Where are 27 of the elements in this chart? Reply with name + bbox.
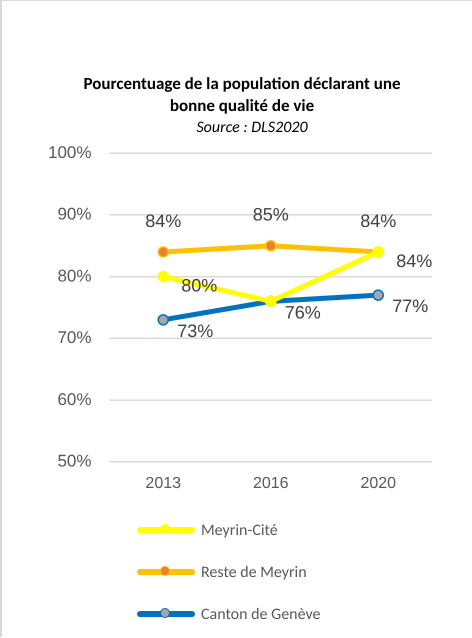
data-label: 84%	[360, 210, 396, 231]
x-tick-label: 2020	[360, 474, 396, 492]
y-tick-label: 70%	[57, 328, 92, 348]
y-tick-label: 50%	[57, 451, 92, 470]
point	[157, 246, 169, 258]
data-label: 84%	[145, 210, 182, 231]
point	[157, 314, 169, 326]
y-tick-label: 80%	[57, 266, 92, 286]
data-label: 85%	[252, 204, 289, 225]
point	[157, 270, 169, 282]
data-label: 73%	[177, 320, 214, 341]
y-tick-label: 100%	[48, 142, 92, 162]
legend-label: Meyrin-Cité	[201, 520, 278, 540]
data-label: 84%	[396, 250, 432, 271]
data-label: 77%	[392, 296, 428, 316]
x-tick-label: 2013	[145, 474, 182, 492]
y-tick-label: 90%	[57, 204, 92, 224]
y-tick-label: 60%	[57, 390, 92, 409]
legend-label: Reste de Meyrin	[201, 562, 307, 582]
chart-subtitle: Source : DLS2020	[195, 118, 309, 137]
data-label: 80%	[181, 276, 218, 296]
point	[264, 240, 276, 252]
x-tick-label: 2016	[252, 474, 289, 492]
chart-title: Pourcentuage de la population déclarant une bonne qualité de vie	[82, 73, 402, 117]
data-label: 76%	[284, 302, 321, 322]
point	[372, 289, 384, 301]
legend-label: Canton de Genève	[201, 604, 320, 624]
